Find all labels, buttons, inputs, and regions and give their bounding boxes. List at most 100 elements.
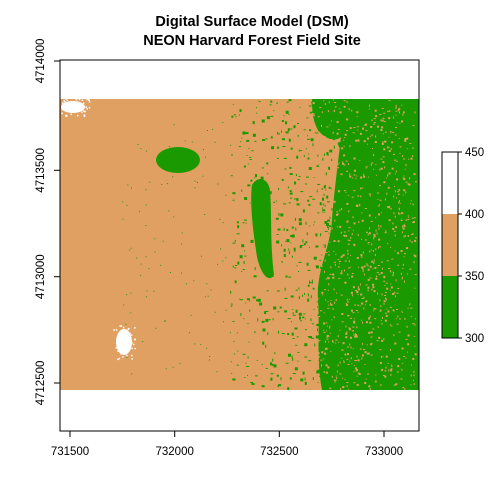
raster-speckle (78, 99, 81, 101)
raster-speckle (315, 189, 318, 191)
raster-speckle (329, 152, 332, 155)
raster-speckle (328, 335, 330, 337)
raster-speckle (285, 362, 289, 364)
raster-speckle (410, 328, 413, 331)
raster-speckle (404, 317, 406, 320)
raster-speckle (245, 222, 247, 224)
raster-speckle (368, 331, 371, 334)
raster-speckle (83, 114, 86, 116)
raster-speckle (231, 115, 234, 118)
raster-speckle (285, 240, 287, 242)
raster-speckle (398, 212, 400, 215)
raster-speckle (398, 331, 401, 333)
raster-speckle (235, 282, 237, 284)
raster-speckle (358, 373, 361, 375)
raster-speckle (217, 263, 219, 265)
raster-speckle (299, 316, 301, 320)
raster-speckle (387, 206, 390, 209)
raster-speckle (276, 290, 280, 292)
raster-speckle (351, 196, 354, 198)
raster-speckle (394, 172, 396, 176)
raster-speckle (374, 308, 377, 310)
raster-speckle (352, 215, 356, 218)
raster-speckle (334, 318, 336, 321)
raster-speckle (342, 147, 346, 150)
raster-speckle (334, 102, 337, 103)
raster-speckle (202, 175, 204, 177)
raster-speckle (323, 193, 325, 196)
raster-speckle (404, 168, 406, 170)
raster-speckle (409, 389, 410, 390)
raster-speckle (359, 217, 361, 221)
raster-speckle (82, 102, 85, 104)
raster-speckle (317, 259, 318, 261)
raster-speckle (266, 192, 270, 195)
raster-speckle (380, 167, 383, 170)
raster-speckle (398, 208, 400, 211)
raster-speckle (380, 384, 382, 387)
raster-speckle (388, 192, 391, 194)
raster-speckle (327, 289, 329, 291)
raster-speckle (365, 378, 367, 380)
raster-speckle (367, 311, 371, 313)
raster-speckle (399, 295, 403, 297)
raster-speckle (341, 321, 344, 323)
raster-speckle (398, 253, 401, 257)
raster-speckle (333, 307, 335, 309)
raster-speckle (410, 203, 412, 205)
raster-speckle (411, 251, 413, 254)
raster-speckle (75, 105, 78, 108)
raster-speckle (375, 161, 378, 164)
raster-speckle (383, 338, 385, 341)
raster-speckle (316, 344, 319, 346)
raster-speckle (348, 260, 350, 263)
raster-speckle (367, 357, 371, 361)
raster-speckle (223, 321, 224, 323)
raster-speckle (393, 274, 394, 276)
raster-speckle (287, 318, 291, 320)
raster-speckle (366, 250, 370, 252)
raster-speckle (381, 119, 383, 122)
raster-speckle (403, 225, 406, 228)
raster-speckle (194, 343, 196, 345)
raster-speckle (331, 375, 333, 378)
raster-speckle (383, 188, 386, 191)
raster-speckle (343, 361, 345, 364)
raster-speckle (268, 191, 272, 195)
raster-speckle (283, 203, 287, 205)
raster-speckle (367, 233, 369, 236)
raster-speckle (373, 259, 375, 262)
raster-speckle (382, 161, 385, 164)
raster-speckle (391, 386, 394, 389)
raster-speckle (346, 382, 349, 383)
raster-speckle (342, 342, 345, 345)
raster-speckle (306, 232, 308, 236)
raster-speckle (312, 105, 315, 109)
raster-speckle (371, 243, 373, 246)
raster-speckle (345, 306, 349, 308)
raster-speckle (348, 227, 351, 229)
raster-speckle (328, 341, 329, 343)
raster-speckle (281, 138, 285, 141)
raster-speckle (119, 325, 121, 327)
raster-speckle (349, 262, 352, 265)
raster-speckle (414, 345, 416, 347)
raster-speckle (266, 116, 270, 120)
raster-speckle (355, 291, 357, 293)
raster-speckle (329, 326, 331, 329)
raster-speckle (294, 367, 298, 371)
raster-speckle (177, 155, 179, 157)
raster-speckle (407, 155, 409, 159)
raster-speckle (374, 299, 378, 301)
raster-speckle (355, 334, 357, 336)
raster-speckle (131, 358, 133, 360)
raster-speckle (344, 137, 346, 139)
raster-speckle (307, 269, 311, 271)
raster-speckle (387, 363, 389, 364)
raster-speckle (237, 261, 240, 265)
raster-speckle (356, 357, 359, 360)
raster-speckle (318, 298, 320, 300)
raster-speckle (353, 283, 357, 284)
raster-speckle (268, 203, 271, 206)
raster-speckle (413, 185, 417, 187)
